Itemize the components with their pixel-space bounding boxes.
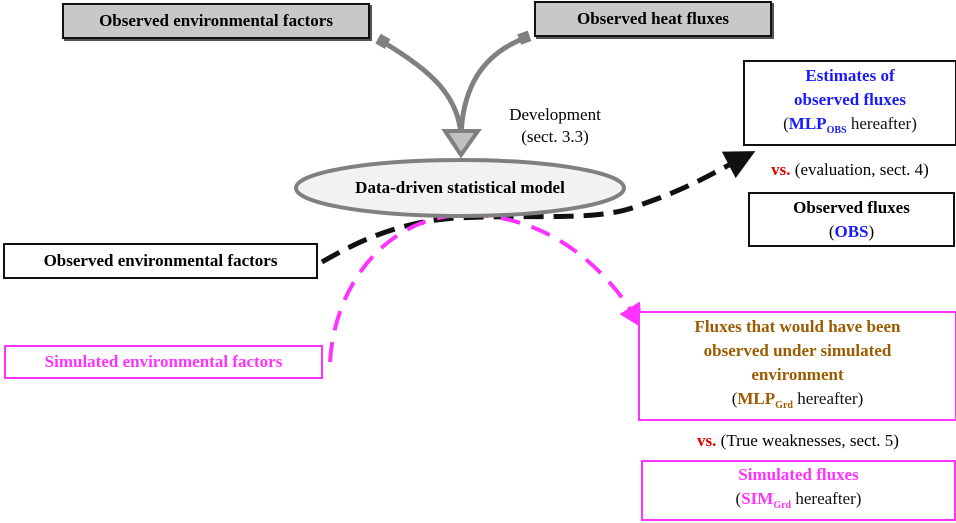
vs: vs. bbox=[697, 431, 717, 450]
rest: hereafter) bbox=[792, 388, 864, 408]
abbr-line: (SIMGrd hereafter) bbox=[736, 487, 862, 518]
paren: ) bbox=[868, 221, 875, 241]
line: observed under simulated bbox=[703, 340, 892, 360]
line: Fluxes that would have been bbox=[694, 316, 901, 336]
abbr-line: (OBS) bbox=[829, 220, 874, 244]
sub: Grd bbox=[775, 399, 793, 411]
model-ellipse bbox=[294, 158, 626, 218]
development-section: (sect. 3.3) bbox=[521, 127, 589, 146]
vs-true-weaknesses: vs. (True weaknesses, sect. 5) bbox=[640, 431, 956, 451]
development-line: Development bbox=[509, 105, 601, 124]
observed-env-factors-box: Observed environmental factors bbox=[3, 243, 318, 279]
magenta-dashed-arrow bbox=[328, 212, 643, 363]
label: Simulated environmental factors bbox=[44, 352, 283, 371]
paren: ( bbox=[735, 489, 742, 508]
label: Observed environmental factors bbox=[43, 251, 278, 270]
line: environment bbox=[751, 364, 844, 384]
observed-fluxes-box: Observed fluxes (OBS) bbox=[748, 192, 955, 247]
abbr: OBS bbox=[834, 221, 869, 241]
line: observed fluxes bbox=[794, 89, 906, 109]
paren: ( bbox=[828, 221, 835, 241]
abbr-line: (MLPGrd hereafter) bbox=[732, 387, 864, 418]
simulated-fluxes-box: Simulated fluxes (SIMGrd hereafter) bbox=[641, 460, 956, 521]
vs-text: (True weaknesses, sect. 5) bbox=[716, 431, 899, 450]
vs: vs. bbox=[771, 160, 791, 179]
model-label: Data-driven statistical model bbox=[296, 172, 624, 204]
sub: Grd bbox=[773, 500, 792, 511]
would-have-been-observed-box: Fluxes that would have been observed und… bbox=[638, 311, 956, 421]
black-dashed-arrow bbox=[320, 151, 756, 265]
rest: hereafter) bbox=[846, 113, 917, 133]
gray-input-arrows bbox=[375, 30, 532, 159]
development-label: Development (sect. 3.3) bbox=[490, 104, 620, 148]
label: Observed environmental factors bbox=[99, 11, 333, 30]
label: Data-driven statistical model bbox=[355, 178, 565, 197]
line: Simulated fluxes bbox=[738, 465, 859, 484]
abbr: SIM bbox=[741, 489, 774, 508]
abbr-line: (MLPOBS hereafter) bbox=[783, 112, 917, 143]
line: Estimates of bbox=[805, 65, 895, 85]
paren: ( bbox=[783, 113, 789, 133]
rest: hereafter) bbox=[791, 489, 862, 508]
vs-evaluation: vs. (evaluation, sect. 4) bbox=[745, 160, 955, 180]
paren: ( bbox=[731, 388, 738, 408]
observed-heat-fluxes-input: Observed heat fluxes bbox=[534, 1, 772, 37]
sub: OBS bbox=[826, 124, 847, 136]
vs-text: (evaluation, sect. 4) bbox=[790, 160, 929, 179]
estimates-box: Estimates of observed fluxes (MLPOBS her… bbox=[743, 60, 956, 146]
abbr: MLP bbox=[788, 113, 827, 133]
simulated-env-factors-box: Simulated environmental factors bbox=[4, 345, 323, 379]
label: Observed heat fluxes bbox=[576, 9, 730, 28]
line: Observed fluxes bbox=[793, 197, 910, 217]
observed-env-factors-input: Observed environmental factors bbox=[62, 3, 370, 39]
abbr: MLP bbox=[737, 388, 776, 408]
